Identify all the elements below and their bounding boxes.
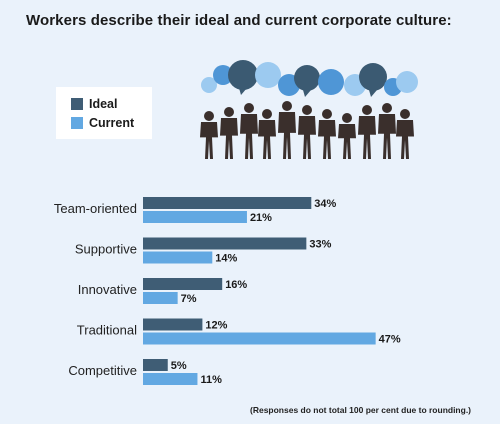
legend-item-current: Current bbox=[71, 115, 134, 131]
person-silhouette bbox=[200, 122, 218, 159]
bar-current bbox=[143, 211, 247, 223]
bar-current bbox=[143, 251, 213, 264]
person-silhouette bbox=[338, 124, 356, 159]
category-label: Traditional bbox=[77, 323, 137, 338]
person-head bbox=[322, 109, 332, 119]
category-label: Supportive bbox=[75, 242, 137, 257]
person-silhouette bbox=[220, 118, 238, 159]
data-label: 14% bbox=[215, 253, 237, 265]
bar-ideal bbox=[143, 278, 223, 290]
person-head bbox=[382, 103, 392, 113]
data-label: 5% bbox=[171, 360, 187, 372]
person-head bbox=[302, 105, 312, 115]
data-label: 12% bbox=[205, 320, 227, 332]
bar-ideal bbox=[143, 197, 312, 209]
person-silhouette bbox=[298, 116, 316, 159]
data-label: 21% bbox=[250, 212, 272, 224]
person-silhouette bbox=[378, 114, 396, 159]
bar-current bbox=[143, 373, 198, 385]
data-label: 7% bbox=[181, 293, 197, 305]
person-silhouette bbox=[318, 120, 336, 159]
crowd-silhouette-icon bbox=[200, 101, 414, 159]
person-head bbox=[244, 103, 254, 113]
legend-swatch-current bbox=[71, 117, 83, 129]
person-head bbox=[224, 107, 234, 117]
chart-title: Workers describe their ideal and current… bbox=[26, 12, 452, 29]
legend: Ideal Current bbox=[56, 87, 152, 139]
data-label: 34% bbox=[314, 198, 336, 210]
data-label: 33% bbox=[309, 239, 331, 251]
legend-label-ideal: Ideal bbox=[89, 97, 118, 111]
person-silhouette bbox=[278, 112, 296, 159]
person-head bbox=[342, 113, 352, 123]
data-label: 11% bbox=[200, 374, 222, 386]
person-silhouette bbox=[240, 114, 258, 159]
person-silhouette bbox=[258, 120, 276, 159]
category-label: Team-oriented bbox=[54, 201, 137, 216]
data-label: 16% bbox=[225, 279, 247, 291]
bar-ideal bbox=[143, 318, 203, 331]
person-silhouette bbox=[396, 120, 414, 159]
data-label: 47% bbox=[379, 334, 401, 346]
category-label: Innovative bbox=[78, 282, 137, 297]
legend-swatch-ideal bbox=[71, 98, 83, 110]
speech-bubbles-icon bbox=[201, 60, 418, 97]
person-head bbox=[362, 105, 372, 115]
bar-ideal bbox=[143, 237, 307, 250]
bar-current bbox=[143, 332, 376, 345]
person-head bbox=[282, 101, 292, 111]
person-head bbox=[204, 111, 214, 121]
person-silhouette bbox=[358, 116, 376, 159]
business-crowd-speech-bubbles-icon bbox=[200, 60, 418, 159]
person-head bbox=[400, 109, 410, 119]
legend-item-ideal: Ideal bbox=[71, 96, 118, 112]
category-label: Competitive bbox=[68, 363, 137, 378]
bar-current bbox=[143, 292, 178, 304]
bar-ideal bbox=[143, 359, 168, 371]
person-head bbox=[262, 109, 272, 119]
legend-label-current: Current bbox=[89, 116, 135, 130]
footnote: (Responses do not total 100 per cent due… bbox=[250, 405, 472, 415]
